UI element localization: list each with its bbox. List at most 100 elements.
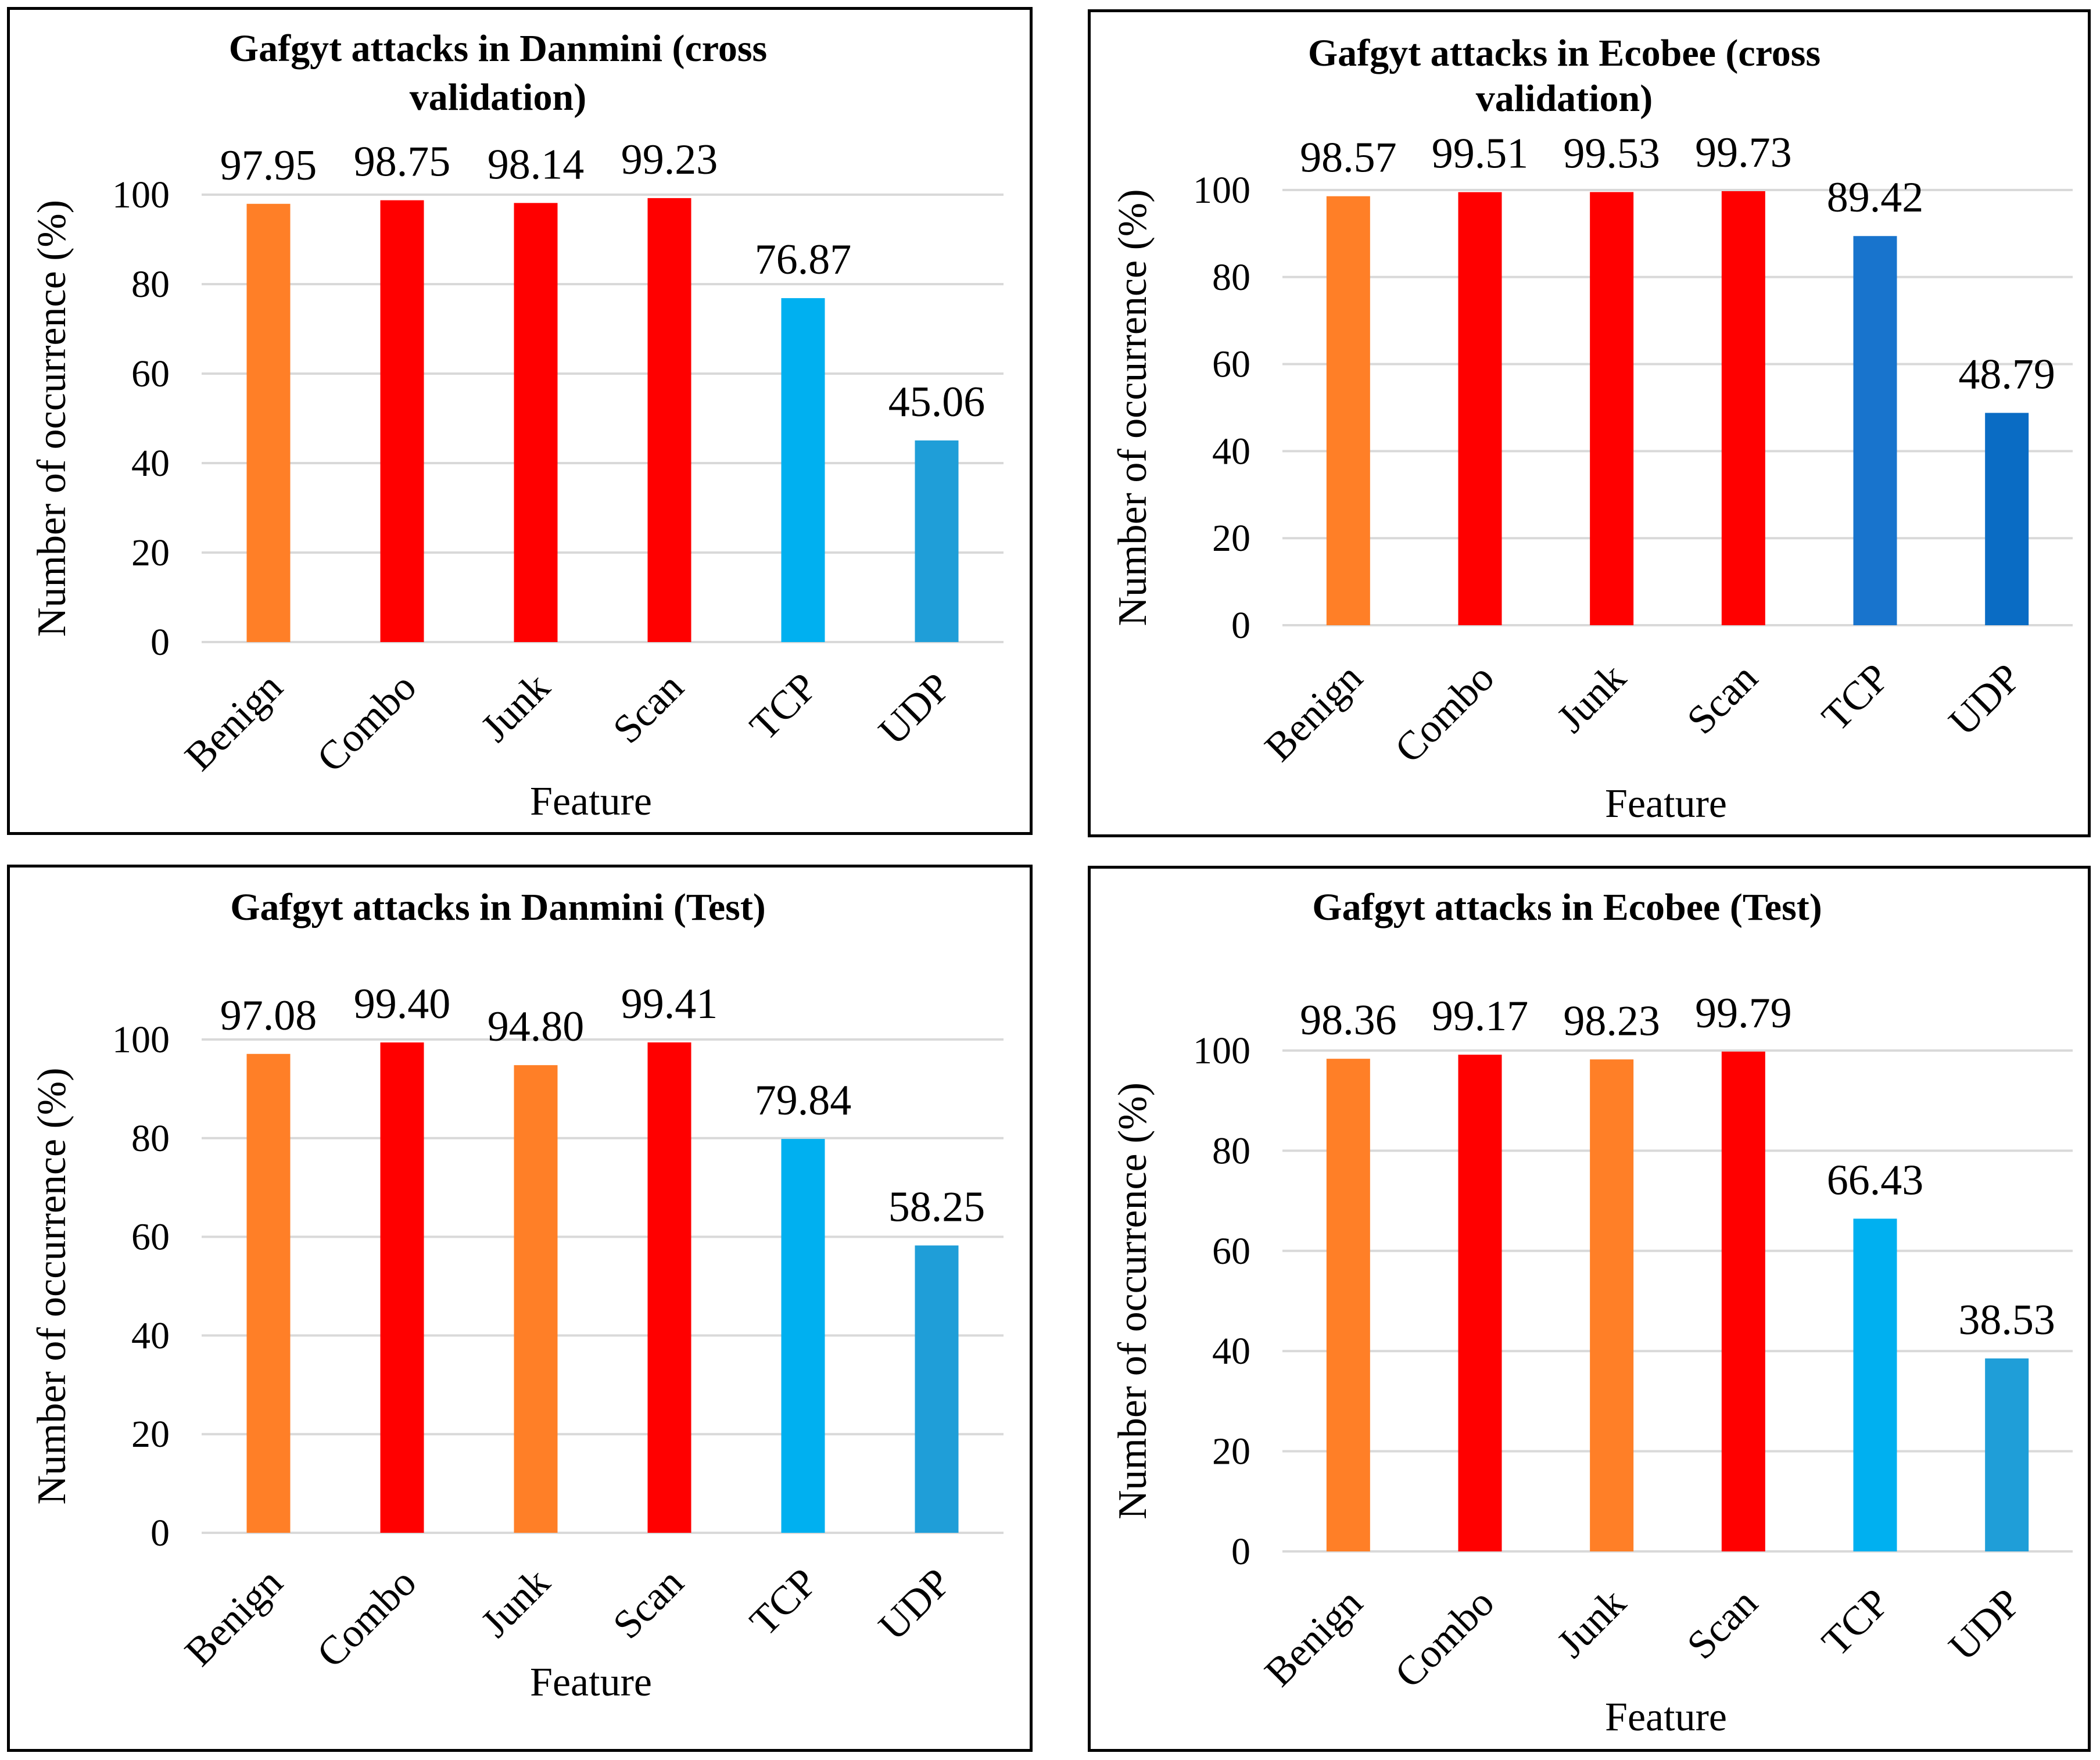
bar-udp <box>915 1245 959 1533</box>
chart-panel-ecobee-cv: Gafgyt attacks in Ecobee (cross validatio… <box>1088 9 2091 837</box>
y-tick-label: 20 <box>131 1413 170 1456</box>
data-label: 98.23 <box>1563 997 1660 1045</box>
y-tick-label: 100 <box>112 174 170 216</box>
y-tick-label: 60 <box>1212 343 1250 386</box>
data-label: 89.42 <box>1827 174 1924 221</box>
x-tick-label: Combo <box>309 665 425 781</box>
x-tick-label: Combo <box>1386 655 1503 772</box>
chart-title: Gafgyt attacks in Ecobee (cross <box>1308 32 1821 74</box>
x-tick-label: Scan <box>605 665 693 752</box>
y-tick-label: 0 <box>150 1512 170 1554</box>
y-tick-label: 20 <box>1212 1431 1250 1473</box>
data-label: 99.79 <box>1695 990 1792 1037</box>
chart-panel-danmini-cv: Gafgyt attacks in Danmini (cross validati… <box>7 7 1033 835</box>
data-label: 99.51 <box>1432 130 1529 178</box>
data-label: 97.08 <box>220 992 317 1039</box>
data-label: 99.40 <box>354 980 451 1028</box>
chart-svg: Gafgyt attacks in Danmini (Test) 0 20 40 60 8… <box>30 886 1004 1705</box>
data-label: 97.95 <box>220 142 317 189</box>
data-label: 99.73 <box>1695 129 1792 177</box>
chart-title: validation) <box>1476 77 1653 120</box>
y-tick-label: 80 <box>131 263 170 306</box>
data-label: 58.25 <box>888 1183 986 1231</box>
x-tick-label: UDP <box>1941 1580 2030 1669</box>
data-label: 98.57 <box>1300 134 1397 182</box>
x-tick-label: UDP <box>870 1560 959 1649</box>
x-tick-label: TCP <box>1814 655 1898 740</box>
bar-benign <box>246 1053 291 1533</box>
x-tick-label: Scan <box>1679 1580 1766 1668</box>
data-label: 94.80 <box>488 1003 585 1051</box>
chart-title: validation) <box>410 76 586 119</box>
y-axis-title: Number of occurrence (%) <box>1110 189 1155 626</box>
x-tick-label: Combo <box>309 1560 425 1676</box>
bar-benign <box>1326 196 1370 625</box>
data-label: 98.14 <box>488 141 585 188</box>
bar-combo <box>380 1042 424 1533</box>
bar-tcp <box>781 1139 825 1533</box>
bar-combo <box>1458 1055 1502 1551</box>
y-tick-label: 80 <box>131 1117 170 1160</box>
chart-panel-ecobee-test: Gafgyt attacks in Ecobee (Test) 0 20 40 60 80… <box>1088 866 2091 1752</box>
y-tick-label: 100 <box>1193 1030 1250 1072</box>
y-tick-label: 100 <box>112 1019 170 1061</box>
bar-scan <box>1721 191 1765 625</box>
data-label: 98.36 <box>1300 997 1397 1044</box>
x-tick-label: Scan <box>605 1560 693 1648</box>
x-tick-label: TCP <box>1814 1580 1898 1665</box>
data-label: 38.53 <box>1958 1296 2055 1344</box>
y-tick-label: 60 <box>131 1216 170 1259</box>
x-tick-label: UDP <box>870 665 959 754</box>
bar-junk <box>1590 192 1634 626</box>
y-tick-label: 80 <box>1212 1130 1250 1172</box>
data-label: 98.75 <box>354 138 451 186</box>
bar-scan <box>1721 1051 1765 1551</box>
x-tick-label: Junk <box>472 1560 558 1646</box>
y-tick-label: 0 <box>1231 604 1250 647</box>
y-tick-label: 100 <box>1193 169 1250 212</box>
data-label: 99.53 <box>1563 130 1660 178</box>
data-label: 76.87 <box>755 236 852 284</box>
y-tick-label: 40 <box>1212 1330 1250 1372</box>
x-tick-label: Benign <box>177 665 291 779</box>
bar-junk <box>1590 1059 1634 1551</box>
y-tick-label: 40 <box>131 442 170 485</box>
x-tick-label: Junk <box>472 665 558 751</box>
x-tick-label: Scan <box>1679 655 1766 743</box>
bar-benign <box>1326 1059 1370 1551</box>
x-tick-label: Benign <box>177 1560 291 1675</box>
y-tick-label: 40 <box>131 1314 170 1357</box>
chart-svg: Gafgyt attacks in Ecobee (crossvalidatio… <box>1110 32 2073 826</box>
x-tick-label: Junk <box>1549 655 1635 741</box>
bar-junk <box>514 203 558 642</box>
bar-benign <box>246 203 291 642</box>
y-tick-label: 0 <box>1231 1530 1250 1573</box>
x-tick-label: Junk <box>1549 1580 1635 1666</box>
bar-combo <box>1458 192 1502 625</box>
x-tick-label: TCP <box>741 665 826 749</box>
x-tick-label: UDP <box>1941 655 2030 744</box>
x-axis-title: Feature <box>530 1660 652 1705</box>
bar-junk <box>514 1065 558 1533</box>
data-label: 99.41 <box>621 980 718 1028</box>
bar-tcp <box>1853 1218 1897 1551</box>
y-axis-title: Number of occurrence (%) <box>1110 1082 1155 1519</box>
data-label: 48.79 <box>1958 351 2055 399</box>
bar-tcp <box>781 298 825 642</box>
y-tick-label: 0 <box>150 621 170 664</box>
chart-panel-danmini-test: Gafgyt attacks in Danmini (Test) 0 20 40 60 8… <box>7 865 1033 1752</box>
y-tick-label: 40 <box>1212 430 1250 472</box>
bar-udp <box>1985 413 2029 625</box>
chart-title: Gafgyt attacks in Ecobee (Test) <box>1312 886 1822 929</box>
data-label: 99.17 <box>1432 992 1529 1040</box>
y-tick-label: 20 <box>131 532 170 574</box>
x-tick-label: Benign <box>1256 655 1371 770</box>
bar-combo <box>380 200 424 642</box>
bar-scan <box>647 1042 691 1533</box>
y-tick-label: 60 <box>131 353 170 395</box>
chart-svg: Gafgyt attacks in Danmini (cross validati… <box>30 27 1004 824</box>
data-label: 66.43 <box>1827 1156 1924 1204</box>
y-tick-label: 20 <box>1212 517 1250 560</box>
x-tick-label: TCP <box>741 1560 826 1644</box>
data-label: 45.06 <box>888 378 986 426</box>
